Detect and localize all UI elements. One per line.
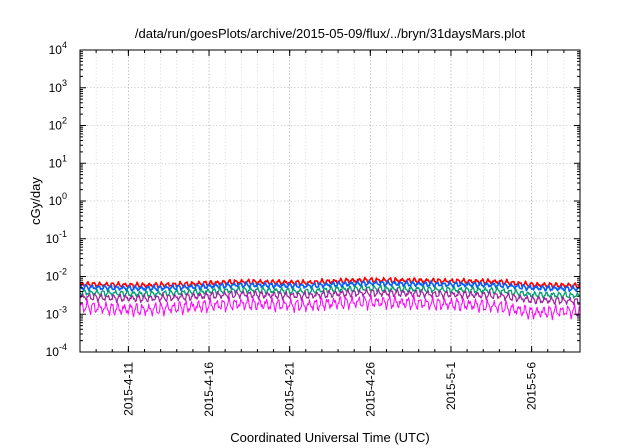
series-line-3 xyxy=(79,288,581,306)
y-tick-exponent: -4 xyxy=(59,342,67,352)
x-tick-label: 2015-4-26 xyxy=(363,362,377,417)
y-tick-base: 10 xyxy=(49,194,63,208)
y-tick-label: 100 xyxy=(49,191,67,208)
chart-title: /data/run/goesPlots/archive/2015-05-09/f… xyxy=(135,26,526,41)
y-tick-exponent: 0 xyxy=(62,191,67,201)
y-tick-exponent: -1 xyxy=(59,229,67,239)
y-tick-label: 10-1 xyxy=(46,229,67,246)
y-tick-label: 10-2 xyxy=(46,267,67,284)
y-tick-exponent: 1 xyxy=(62,153,67,163)
y-tick-base: 10 xyxy=(46,307,60,321)
y-tick-label: 10-4 xyxy=(46,342,67,359)
y-tick-base: 10 xyxy=(46,345,60,359)
series-line-2 xyxy=(79,284,581,300)
series-group xyxy=(79,276,581,321)
y-tick-exponent: 2 xyxy=(62,116,67,126)
series-line-0 xyxy=(79,276,581,290)
y-tick-base: 10 xyxy=(46,232,60,246)
x-tick-label: 2015-4-21 xyxy=(283,362,297,417)
y-tick-label: 101 xyxy=(49,153,67,170)
y-axis-label: cGy/day xyxy=(28,177,43,225)
x-tick-label: 2015-4-16 xyxy=(202,362,216,417)
y-tick-base: 10 xyxy=(49,156,63,170)
series-line-4 xyxy=(79,294,581,321)
y-tick-label: 103 xyxy=(49,78,67,95)
x-tick-label: 2015-5-1 xyxy=(444,362,458,410)
y-tick-base: 10 xyxy=(46,270,60,284)
y-tick-base: 10 xyxy=(49,81,63,95)
x-axis: 2015-4-11 2015-4-16 2015-4-21 2015-4-26 2015… xyxy=(95,50,565,417)
y-tick-exponent: -3 xyxy=(59,304,67,314)
x-tick-label: 2015-4-11 xyxy=(121,362,135,416)
y-tick-label: 10-3 xyxy=(46,304,67,321)
y-tick-base: 10 xyxy=(49,43,63,57)
y-tick-exponent: 4 xyxy=(62,40,67,50)
y-tick-exponent: 3 xyxy=(62,78,67,88)
x-axis-label: Coordinated Universal Time (UTC) xyxy=(230,430,429,445)
y-tick-label: 104 xyxy=(49,40,67,57)
x-tick-label: 2015-5-6 xyxy=(525,362,539,410)
y-tick-base: 10 xyxy=(49,119,63,133)
y-tick-exponent: -2 xyxy=(59,267,67,277)
y-tick-label: 102 xyxy=(49,116,67,133)
